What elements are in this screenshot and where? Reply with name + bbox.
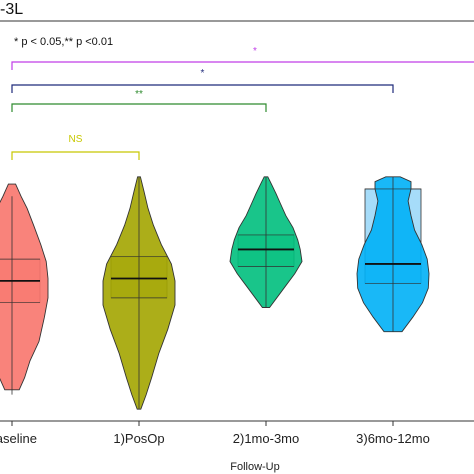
significance-bracket <box>11 151 140 160</box>
x-tick-label: 2)1mo-3mo <box>233 431 299 446</box>
significance-brackets: NS**** <box>11 46 474 160</box>
x-tick-label: 3)6mo-12mo <box>356 431 430 446</box>
violin-shape <box>0 183 49 391</box>
significance-label: ** <box>135 89 143 100</box>
significance-bracket <box>11 103 267 112</box>
significance-bracket <box>11 61 474 70</box>
x-tick-label: Baseline <box>0 431 37 446</box>
x-tick-label: 1)PosOp <box>113 431 164 446</box>
violin-group <box>229 176 303 308</box>
significance-label: NS <box>69 134 83 145</box>
violin-group <box>102 176 176 410</box>
x-axis-label: Follow-Up <box>230 461 280 473</box>
significance-label: * <box>201 68 205 79</box>
significance-bracket <box>11 84 394 93</box>
violin-groups <box>0 176 430 410</box>
significance-legend: * p < 0.05,** p <0.01 <box>14 36 113 48</box>
chart-title: -3L <box>0 1 23 18</box>
violin-group <box>356 176 430 333</box>
violin-group <box>0 183 49 395</box>
significance-label: * <box>253 46 257 57</box>
